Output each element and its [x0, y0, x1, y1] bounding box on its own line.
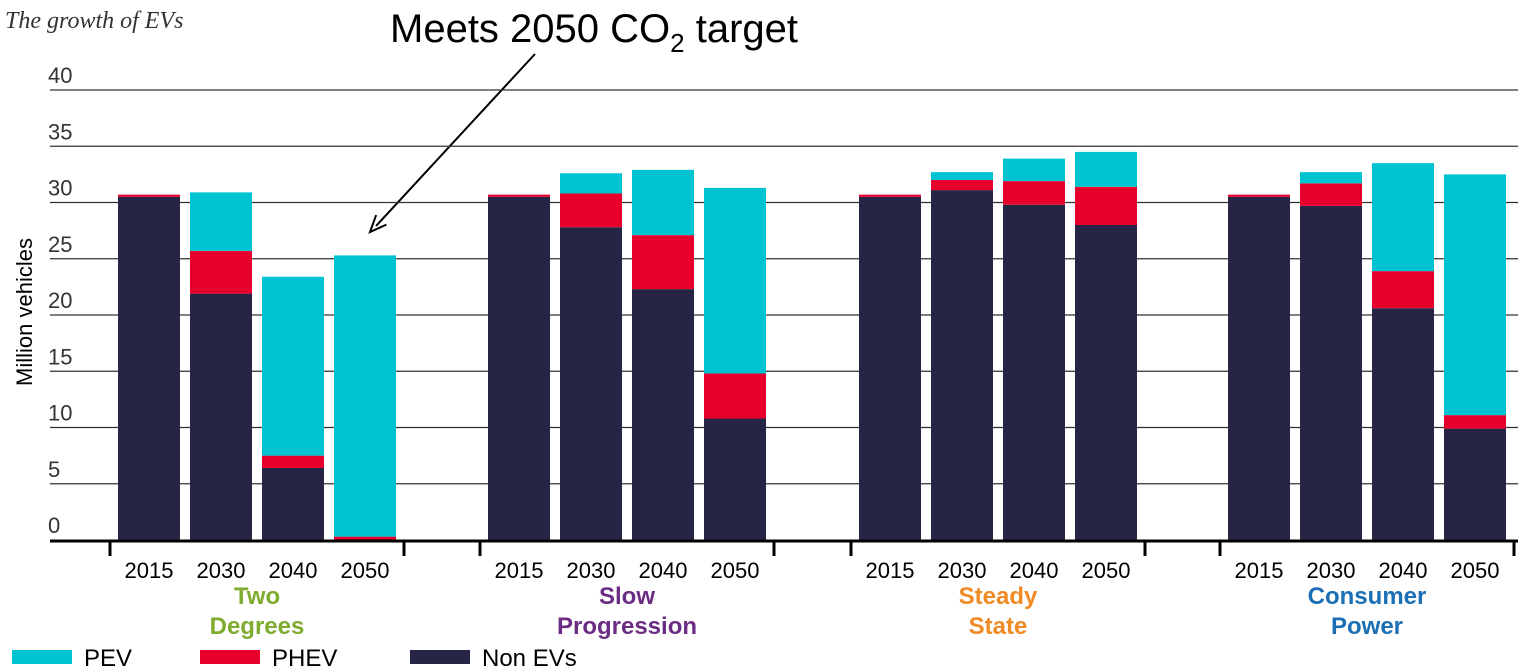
bar-phev-g4-2040	[1372, 271, 1434, 309]
scenario-labels: Two Degrees Slow Progression Steady State Cons…	[210, 583, 1427, 640]
legend-label-phev: PHEV	[272, 645, 337, 670]
bar-pev-g1-2040	[262, 276, 324, 456]
bar-pev-g4-2050	[1444, 174, 1506, 416]
bar-pev-g1-2050	[334, 255, 396, 537]
bar-non_evs-g4-2030	[1300, 205, 1362, 540]
x-tick-label-g2-2050: 2050	[711, 558, 760, 583]
annotation-arrow	[368, 53, 536, 234]
bar-phev-g2-2050	[704, 373, 766, 419]
bar-phev-g2-2040	[632, 235, 694, 290]
bar-phev-g1-2050	[334, 536, 396, 540]
bar-phev-g4-2050	[1444, 415, 1506, 429]
bar-non_evs-g4-2040	[1372, 308, 1434, 540]
chart-title: The growth of EVs	[5, 8, 183, 34]
annotation-text: Meets 2050 CO2 target	[390, 7, 798, 58]
bar-pev-g4-2040	[1372, 163, 1434, 272]
bar-phev-g2-2015	[488, 194, 550, 197]
legend: PEV PHEV Non EVs	[12, 645, 577, 670]
bar-phev-g1-2040	[262, 455, 324, 468]
bar-non_evs-g3-2030	[931, 190, 993, 540]
scenario-label-4-line-2: Power	[1331, 613, 1403, 640]
bar-pev-g2-2050	[704, 187, 766, 374]
y-tick-label-5: 5	[48, 457, 60, 482]
bar-phev-g3-2030	[931, 180, 993, 191]
legend-swatch-non_evs	[410, 650, 470, 664]
legend-swatch-pev	[12, 650, 72, 664]
bar-phev-g2-2030	[560, 193, 622, 228]
y-tick-label-15: 15	[48, 344, 72, 369]
bar-phev-g1-2030	[190, 250, 252, 294]
y-tick-label-20: 20	[48, 288, 72, 313]
scenario-label-3-line-2: State	[969, 613, 1028, 640]
y-tick-label-0: 0	[48, 513, 60, 538]
y-tick-label-10: 10	[48, 401, 72, 426]
bar-non_evs-g2-2030	[560, 227, 622, 540]
x-tick-label-g4-2050: 2050	[1451, 558, 1500, 583]
bar-non_evs-g1-2015	[118, 196, 180, 540]
x-tick-label-g4-2030: 2030	[1307, 558, 1356, 583]
scenario-label-1-line-1: Two	[234, 583, 280, 610]
legend-label-pev: PEV	[84, 645, 132, 670]
bar-pev-g3-2040	[1003, 158, 1065, 182]
legend-label-non_evs: Non EVs	[482, 645, 577, 670]
scenario-label-2-line-1: Slow	[599, 583, 655, 610]
x-tick-label-g2-2030: 2030	[567, 558, 616, 583]
scenario-label-2-line-2: Progression	[557, 613, 697, 640]
bar-phev-g3-2015	[859, 194, 921, 197]
bar-phev-g4-2030	[1300, 183, 1362, 206]
bar-non_evs-g4-2050	[1444, 428, 1506, 540]
scenario-label-4-line-1: Consumer	[1308, 583, 1427, 610]
x-tick-label-g1-2015: 2015	[125, 558, 174, 583]
scenario-label-1-line-2: Degrees	[210, 613, 305, 640]
x-axis	[50, 539, 1518, 556]
bar-non_evs-g3-2040	[1003, 204, 1065, 540]
bar-phev-g4-2015	[1228, 194, 1290, 197]
bar-non_evs-g3-2050	[1075, 225, 1137, 540]
x-tick-label-g3-2015: 2015	[866, 558, 915, 583]
legend-swatch-phev	[200, 650, 260, 664]
x-tick-label-g4-2015: 2015	[1235, 558, 1284, 583]
x-tick-label-g1-2040: 2040	[269, 558, 318, 583]
annotation-arrow-line	[375, 53, 536, 227]
bar-phev-g1-2015	[118, 194, 180, 197]
y-tick-label-35: 35	[48, 119, 72, 144]
bar-non_evs-g2-2040	[632, 289, 694, 540]
bar-non_evs-g2-2050	[704, 418, 766, 540]
bar-phev-g3-2040	[1003, 181, 1065, 205]
bar-pev-g2-2030	[560, 173, 622, 194]
x-tick-label-g3-2040: 2040	[1010, 558, 1059, 583]
bar-pev-g1-2030	[190, 192, 252, 251]
x-axis-tick-labels: 2015 2030 2040 2050 2015 2030 2040 2050 2015 2030…	[125, 558, 1500, 583]
bar-series	[118, 151, 1506, 540]
x-tick-label-g2-2015: 2015	[495, 558, 544, 583]
bar-pev-g4-2030	[1300, 172, 1362, 184]
bar-non_evs-g1-2040	[262, 468, 324, 540]
bar-pev-g3-2030	[931, 172, 993, 180]
bar-non_evs-g1-2030	[190, 293, 252, 540]
y-tick-label-30: 30	[48, 176, 72, 201]
bar-non_evs-g4-2015	[1228, 196, 1290, 540]
bar-pev-g3-2050	[1075, 151, 1137, 187]
annotation-arrow-head	[368, 214, 387, 234]
x-tick-label-g3-2050: 2050	[1082, 558, 1131, 583]
x-tick-label-g3-2030: 2030	[938, 558, 987, 583]
bar-non_evs-g2-2015	[488, 196, 550, 540]
bar-phev-g3-2050	[1075, 186, 1137, 225]
y-tick-label-40: 40	[48, 63, 72, 88]
x-tick-label-g2-2040: 2040	[639, 558, 688, 583]
x-tick-label-g4-2040: 2040	[1379, 558, 1428, 583]
bar-non_evs-g3-2015	[859, 196, 921, 540]
scenario-label-3-line-1: Steady	[959, 583, 1038, 610]
x-tick-label-g1-2030: 2030	[197, 558, 246, 583]
x-tick-label-g1-2050: 2050	[341, 558, 390, 583]
y-tick-label-25: 25	[48, 232, 72, 257]
bar-pev-g2-2040	[632, 169, 694, 236]
y-axis-ticks: 0 5 10 15 20 25 30 35 40	[48, 63, 72, 538]
y-axis-label: Million vehicles	[12, 238, 37, 386]
